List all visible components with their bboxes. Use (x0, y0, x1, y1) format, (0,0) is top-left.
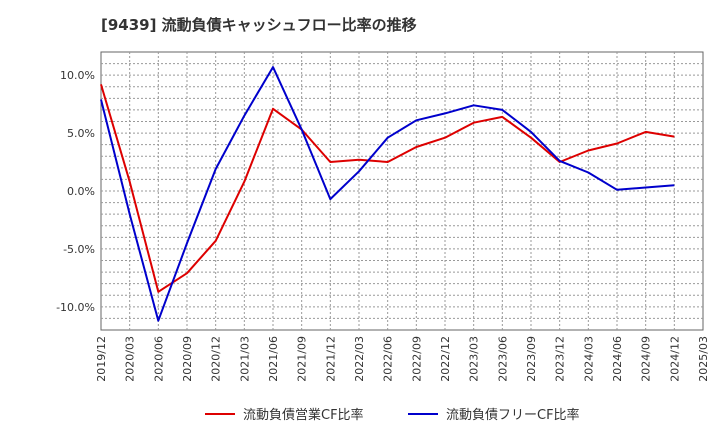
x-tick-label: 2021/12 (324, 336, 337, 382)
x-tick-label: 2021/09 (296, 336, 309, 382)
x-axis-labels: 2019/12 2020/03 2020/06 2020/09 2020/12 2021/… (95, 336, 710, 382)
x-tick-label: 2025/03 (697, 336, 710, 382)
x-tick-label: 2019/12 (95, 336, 108, 382)
series-lines (100, 66, 675, 322)
y-tick-label: -10.0% (56, 301, 95, 314)
series-line-2 (100, 66, 675, 322)
x-tick-label: 2021/06 (267, 336, 280, 382)
x-tick-label: 2022/09 (410, 336, 423, 382)
x-tick-label: 2023/03 (468, 336, 481, 382)
legend-label-1: 流動負債営業CF比率 (243, 407, 364, 423)
x-tick-label: 2023/09 (525, 336, 538, 382)
chart-title: [9439] 流動負債キャッシュフロー比率の推移 (101, 16, 417, 34)
x-tick-label: 2024/12 (668, 336, 681, 382)
legend: 流動負債営業CF比率 流動負債フリーCF比率 (205, 407, 580, 423)
series-line-1 (100, 84, 675, 293)
x-tick-label: 2020/06 (152, 336, 165, 382)
x-tick-label: 2023/12 (554, 336, 567, 382)
x-tick-label: 2022/12 (439, 336, 452, 382)
y-axis-labels: 10.0% 5.0% 0.0% -5.0% -10.0% (56, 69, 95, 314)
x-tick-label: 2020/12 (210, 336, 223, 382)
y-tick-label: -5.0% (63, 243, 95, 256)
x-tick-label: 2020/09 (181, 336, 194, 382)
x-tick-label: 2022/03 (353, 336, 366, 382)
y-tick-label: 5.0% (67, 127, 95, 140)
x-tick-label: 2024/09 (640, 336, 653, 382)
x-tick-label: 2020/03 (124, 336, 137, 382)
x-tick-label: 2023/06 (496, 336, 509, 382)
grid-horizontal (101, 63, 703, 319)
legend-label-2: 流動負債フリーCF比率 (446, 407, 580, 423)
y-tick-label: 10.0% (60, 69, 95, 82)
x-tick-label: 2024/03 (582, 336, 595, 382)
x-tick-label: 2022/06 (382, 336, 395, 382)
y-tick-label: 0.0% (67, 185, 95, 198)
x-tick-label: 2021/03 (238, 336, 251, 382)
x-tick-label: 2024/06 (611, 336, 624, 382)
